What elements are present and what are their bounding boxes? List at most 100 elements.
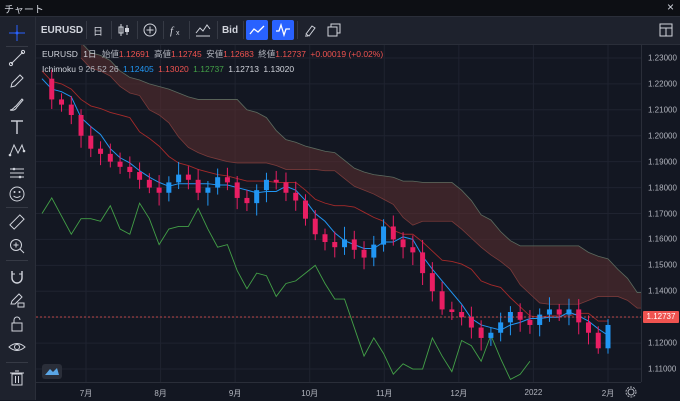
candle-body	[244, 197, 250, 204]
legend-symbol: EURUSD	[42, 49, 78, 59]
smiley-icon[interactable]	[8, 185, 26, 203]
candle-body	[156, 187, 162, 193]
time-tick-label: 2月	[601, 389, 615, 398]
settings-gear-icon[interactable]	[625, 386, 637, 398]
candle-body	[283, 182, 289, 193]
chart-pane[interactable]	[36, 42, 648, 382]
candle-body	[312, 218, 318, 235]
price-tick-label: 1.14000	[648, 286, 677, 296]
candle-body	[449, 309, 455, 313]
close-icon[interactable]: ×	[666, 0, 674, 14]
candle-body	[88, 135, 94, 149]
price-chart[interactable]	[36, 42, 648, 382]
candle-body	[410, 247, 416, 253]
magnet-icon[interactable]	[8, 268, 26, 286]
measure-lines-icon[interactable]	[8, 164, 26, 182]
brush-icon[interactable]	[300, 20, 320, 40]
candle-body	[293, 192, 299, 201]
candle-body	[459, 312, 465, 318]
interval-button[interactable]: 日	[88, 20, 108, 40]
legend-open: 1.12691	[118, 49, 150, 59]
candle-body	[585, 322, 591, 333]
lock-pencil-icon[interactable]	[8, 291, 26, 309]
candle-body	[371, 244, 377, 258]
candle-body	[98, 148, 104, 154]
candle-body	[273, 179, 279, 183]
trendline-icon[interactable]	[8, 49, 26, 67]
drawing-toolbar	[0, 17, 36, 400]
candle-body	[107, 153, 113, 162]
candle-body	[429, 273, 435, 292]
time-tick-label: 10月	[301, 389, 319, 398]
text-tool-icon[interactable]	[8, 118, 26, 136]
legend-interval: 1日	[83, 49, 97, 59]
toolbar-divider	[189, 21, 190, 39]
price-source-button[interactable]: Bid	[221, 24, 239, 36]
indicator-value-5: 1.13020	[263, 64, 295, 74]
pattern-icon[interactable]	[8, 141, 26, 159]
indicator-legend[interactable]: Ichimoku 9 26 52 26 1.12405 1.13020 1.12…	[42, 64, 294, 74]
candle-body	[332, 242, 338, 248]
time-tick-label: 7月	[79, 389, 93, 398]
candle-body	[59, 99, 65, 105]
compare-icon[interactable]	[140, 20, 160, 40]
tenkan-sen-line	[41, 78, 609, 336]
indicator-value-3: 1.12737	[193, 64, 224, 74]
ohlc-legend: EURUSD 1日 始値1.12691 高値1.12745 安値1.12683 …	[42, 48, 383, 60]
trash-icon[interactable]	[8, 369, 26, 387]
toolbar-divider	[6, 260, 28, 261]
indicator-name: Ichimoku	[42, 64, 77, 74]
price-tick-label: 1.16000	[648, 234, 677, 244]
candle-body	[185, 174, 191, 180]
legend-high-label: 高値	[154, 49, 172, 59]
legend-open-label: 始値	[101, 49, 119, 59]
candle-body	[137, 172, 143, 180]
legend-close: 1.12737	[275, 49, 307, 59]
candle-body	[205, 187, 211, 193]
price-tick-label: 1.19000	[648, 157, 677, 167]
layout-icon[interactable]	[656, 20, 676, 40]
time-tick-label: 2022	[524, 388, 543, 397]
symbol-button[interactable]: EURUSD	[40, 24, 84, 36]
wave-tool-icon[interactable]	[272, 20, 294, 40]
candle-body	[127, 166, 133, 173]
brush-icon[interactable]	[8, 95, 26, 113]
candle-body	[595, 332, 601, 349]
toolbar-divider	[163, 21, 164, 39]
price-tick-label: 1.18000	[648, 183, 677, 193]
copy-icon[interactable]	[324, 20, 344, 40]
indicators-icon[interactable]	[192, 20, 214, 40]
logo-icon[interactable]	[42, 364, 62, 379]
svg-text:x: x	[176, 30, 180, 37]
price-tick-label: 1.20000	[648, 131, 677, 141]
eye-icon[interactable]	[8, 338, 26, 356]
toolbar-divider	[243, 21, 244, 39]
time-tick-label: 8月	[154, 389, 167, 398]
time-axis[interactable]: 7月 8月 9月 10月 11月 12月 2022 2月	[36, 382, 641, 401]
candle-body	[146, 179, 152, 188]
candle-body	[400, 239, 406, 248]
price-axis[interactable]: 1.23000 1.22000 1.21000 1.20000 1.19000 1.180…	[641, 45, 680, 382]
lock-icon[interactable]	[8, 315, 26, 333]
price-tick-label: 1.12000	[648, 338, 677, 348]
crosshair-icon[interactable]	[8, 24, 26, 42]
chikou-span-line	[41, 197, 531, 381]
candle-body	[566, 309, 572, 315]
window-title: チャート	[4, 5, 44, 16]
interval-label: 日	[93, 26, 103, 38]
line-tool-icon[interactable]	[246, 20, 268, 40]
indicator-value-2: 1.13020	[158, 64, 189, 74]
candles-icon[interactable]	[114, 20, 134, 40]
legend-high: 1.12745	[171, 49, 202, 59]
toolbar-divider	[6, 207, 28, 208]
candle-body	[49, 78, 55, 100]
ruler-icon[interactable]	[8, 213, 26, 231]
toolbar-divider	[297, 21, 298, 39]
candle-body	[439, 291, 445, 310]
chart-grid	[36, 45, 641, 382]
indicator-params: 9 26 52 26	[78, 64, 119, 74]
zoom-in-icon[interactable]	[8, 237, 26, 255]
pencil-icon[interactable]	[8, 72, 26, 90]
